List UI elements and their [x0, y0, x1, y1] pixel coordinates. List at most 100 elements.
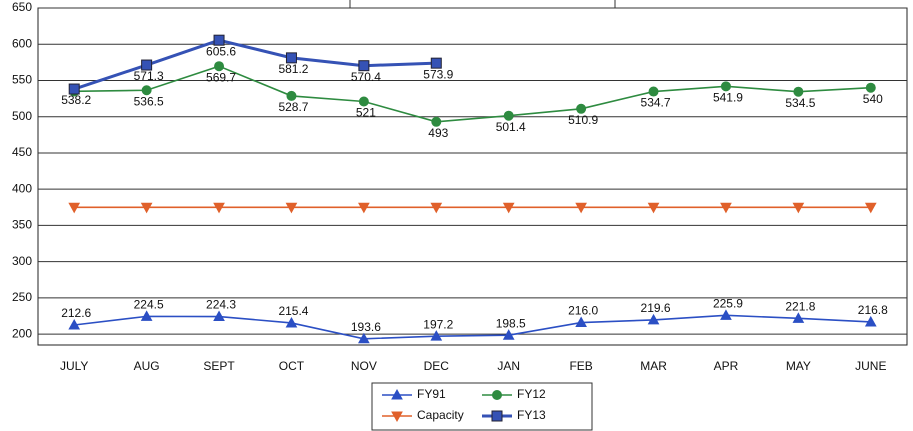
data-point: [141, 59, 153, 71]
x-tick-label: OCT: [279, 359, 305, 373]
legend-marker: [391, 411, 403, 423]
x-tick-label: JULY: [60, 359, 88, 373]
data-point: [792, 312, 805, 323]
data-point: [358, 332, 370, 344]
data-point: [864, 202, 877, 214]
data-label: 538.2: [61, 93, 91, 107]
data-point: [285, 202, 298, 214]
x-tick-label: JUNE: [855, 359, 886, 373]
data-label: 569.7: [206, 70, 236, 84]
x-tick-label: AUG: [134, 359, 160, 373]
y-tick-label: 300: [12, 254, 32, 268]
data-point: [431, 116, 442, 127]
x-tick-label: SEPT: [203, 359, 235, 373]
data-point: [576, 103, 587, 114]
data-label: 501.4: [496, 120, 526, 134]
y-tick-label: 650: [12, 0, 32, 14]
data-point: [430, 330, 443, 341]
data-label: 534.5: [785, 96, 815, 110]
series-line: [73, 38, 437, 91]
data-label: 540: [863, 92, 883, 106]
y-tick-label: 500: [12, 109, 32, 123]
data-point: [213, 310, 225, 322]
data-point: [358, 96, 369, 107]
data-point: [68, 318, 81, 330]
data-point: [503, 110, 514, 121]
data-point: [647, 313, 660, 325]
legend-label: FY91: [417, 387, 446, 401]
data-label: 216.0: [568, 304, 598, 318]
data-label: 219.6: [641, 301, 671, 315]
data-point: [68, 83, 80, 95]
legend-label: FY12: [517, 387, 546, 401]
data-point: [720, 309, 732, 320]
data-point: [285, 52, 297, 64]
data-point: [214, 61, 225, 72]
data-point: [141, 85, 152, 96]
data-point: [865, 82, 876, 93]
data-label: 198.5: [496, 316, 526, 330]
data-point: [575, 316, 587, 328]
legend-label: Capacity: [417, 408, 464, 422]
legend-marker: [492, 390, 502, 400]
data-point: [864, 315, 877, 327]
data-label: 541.9: [713, 91, 743, 105]
data-point: [502, 329, 515, 340]
data-label: 510.9: [568, 113, 598, 127]
data-point: [285, 316, 298, 328]
data-label: 534.7: [641, 96, 671, 110]
x-tick-label: JAN: [497, 359, 520, 373]
data-label: 521: [356, 106, 376, 120]
data-point: [648, 86, 659, 97]
legend-marker: [391, 388, 403, 400]
series-line: [74, 65, 871, 123]
data-point: [213, 34, 225, 46]
data-point: [358, 60, 370, 72]
data-point: [358, 202, 370, 214]
data-label: 571.3: [134, 69, 164, 83]
y-tick-label: 350: [12, 218, 32, 232]
y-tick-label: 200: [12, 326, 32, 340]
data-label: 212.6: [61, 306, 91, 320]
data-point: [647, 202, 660, 214]
legend-marker: [491, 410, 503, 422]
data-point: [720, 81, 731, 92]
data-label: 225.9: [713, 297, 743, 311]
data-label: 224.5: [134, 298, 164, 312]
x-tick-label: APR: [714, 359, 739, 373]
x-tick-label: MAY: [786, 359, 811, 373]
y-tick-label: 600: [12, 36, 32, 50]
data-label: 224.3: [206, 298, 236, 312]
data-point: [68, 202, 81, 214]
x-tick-label: NOV: [351, 359, 377, 373]
data-point: [140, 310, 153, 321]
data-label: 215.4: [278, 304, 308, 318]
data-label: 193.6: [351, 320, 381, 334]
data-point: [792, 202, 805, 214]
y-tick-label: 450: [12, 145, 32, 159]
data-label: 573.9: [423, 67, 453, 81]
data-point: [430, 202, 443, 214]
data-label: 570.4: [351, 70, 381, 84]
data-point: [140, 202, 153, 214]
data-label: 197.2: [423, 317, 453, 331]
y-tick-label: 400: [12, 181, 32, 195]
x-tick-label: DEC: [424, 359, 450, 373]
data-label: 605.6: [206, 44, 236, 58]
legend-label: FY13: [517, 408, 546, 422]
y-tick-label: 550: [12, 73, 32, 87]
data-point: [213, 202, 225, 214]
x-tick-label: FEB: [569, 359, 592, 373]
data-point: [286, 90, 297, 101]
series-line: [74, 314, 871, 340]
legend-box: [371, 382, 593, 431]
y-tick-label: 250: [12, 290, 32, 304]
data-point: [575, 202, 587, 214]
x-tick-label: MAR: [640, 359, 667, 373]
data-label: 216.8: [858, 303, 888, 317]
data-label: 221.8: [785, 300, 815, 314]
data-point: [793, 86, 804, 97]
data-point: [502, 202, 515, 214]
data-label: 536.5: [134, 94, 164, 108]
